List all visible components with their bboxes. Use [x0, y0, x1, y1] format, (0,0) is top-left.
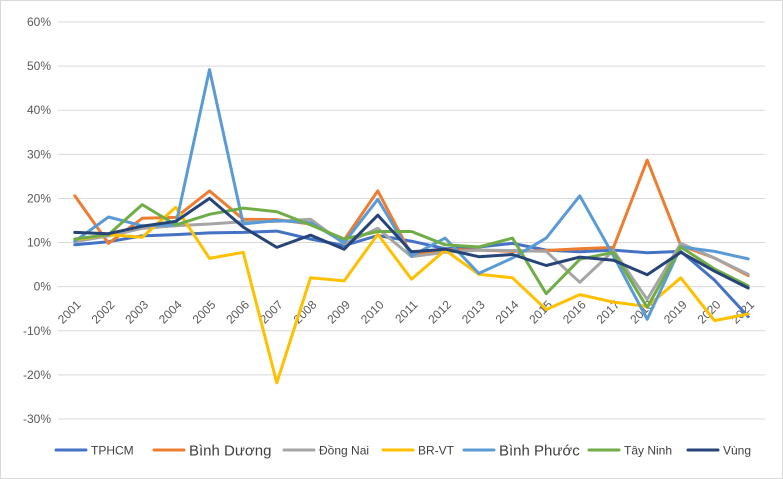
x-tick-label: 2010: [358, 297, 387, 326]
legend-label: Bình Dương: [189, 442, 271, 459]
x-tick-label: 2011: [392, 297, 420, 325]
series-line-4: [73, 68, 750, 321]
series-lines: [73, 68, 750, 385]
legend-label: BR-VT: [418, 443, 455, 457]
x-tick-label: 2012: [425, 297, 454, 326]
x-tick-label: 2015: [526, 297, 555, 326]
legend-label: TPHCM: [91, 443, 134, 457]
series-line-3: [73, 205, 750, 385]
legend: TPHCM Bình Dương Đồng Nai BR-VT Bình Phước Tâ…: [54, 442, 751, 459]
x-tick-label: 2009: [324, 297, 353, 326]
y-tick-label: -30%: [23, 412, 51, 426]
gridlines: [58, 21, 765, 420]
y-tick-label: -10%: [23, 324, 51, 338]
y-tick-label: 0%: [34, 280, 52, 294]
y-tick-label: 30%: [27, 147, 51, 161]
y-axis-tick-labels: 60% 50% 40% 30% 20% 10% 0% -10% -20% -30%: [23, 15, 51, 426]
x-tick-label: 2005: [190, 297, 219, 326]
x-tick-label: 2014: [493, 297, 522, 326]
x-tick-label: 2003: [122, 297, 151, 326]
legend-label: Bình Phước: [499, 442, 580, 459]
series-line-0: [73, 229, 750, 319]
x-tick-label: 2004: [156, 297, 185, 326]
series-line-5: [73, 203, 750, 309]
x-tick-label: 2001: [55, 297, 84, 326]
y-tick-label: 60%: [27, 15, 51, 29]
x-tick-label: 2002: [89, 297, 118, 326]
x-tick-label: 2019: [661, 297, 690, 326]
y-tick-label: 40%: [27, 103, 51, 117]
y-tick-label: 10%: [27, 236, 51, 250]
legend-label: Đồng Nai: [319, 443, 369, 457]
y-tick-label: 50%: [27, 59, 51, 73]
legend-label: Tây Ninh: [624, 443, 672, 457]
series-line-6: [73, 196, 750, 290]
y-tick-label: -20%: [23, 368, 51, 382]
y-tick-label: 20%: [27, 191, 51, 205]
legend-label: Vùng: [723, 443, 751, 457]
x-tick-label: 2013: [459, 297, 488, 326]
x-tick-label: 2006: [223, 297, 252, 326]
